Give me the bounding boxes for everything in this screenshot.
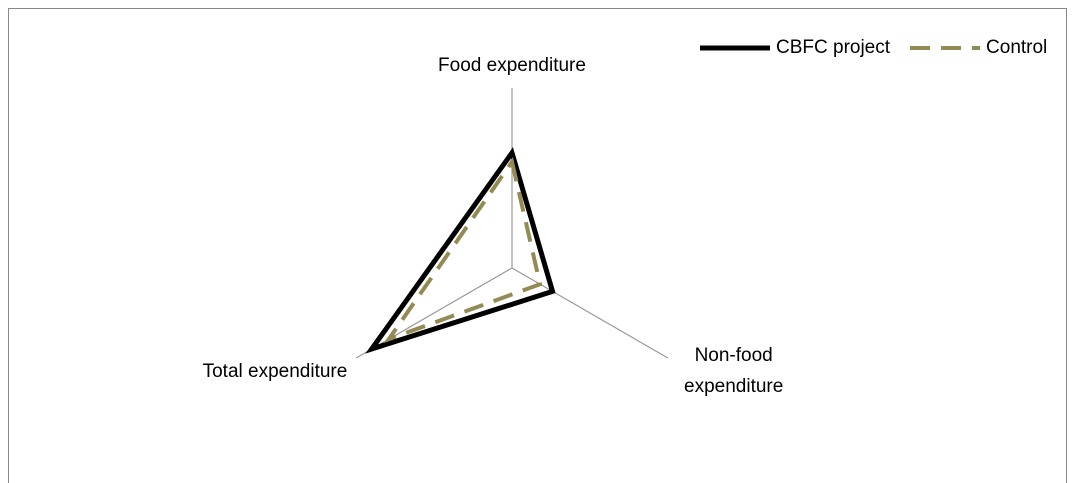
legend-label: Control (986, 37, 1047, 58)
series-line (365, 147, 556, 354)
legend-label: CBFC project (776, 37, 891, 58)
chart-frame (8, 8, 1067, 483)
series-line (383, 156, 543, 344)
axis-label: Total expenditure (203, 361, 348, 382)
axis-label: Food expenditure (438, 55, 586, 76)
radar-axis (355, 267, 513, 359)
axis-label: Non-food expenditure (684, 345, 783, 397)
radar-axis (511, 267, 669, 359)
